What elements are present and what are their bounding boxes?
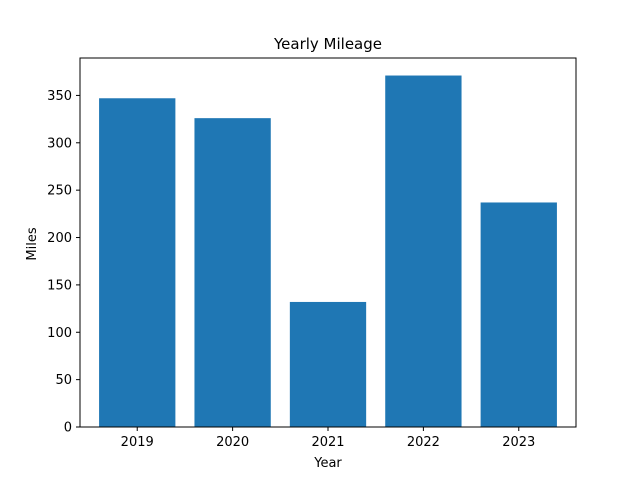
- bars-layer: [99, 75, 557, 428]
- x-axis-label: Year: [313, 456, 342, 471]
- x-tick-label-2021: 2021: [311, 435, 344, 450]
- bar-2022: [385, 75, 462, 428]
- x-tick-label-2022: 2022: [407, 435, 440, 450]
- x-tick-label-2020: 2020: [216, 435, 249, 450]
- chart-title: Yearly Mileage: [273, 35, 382, 53]
- x-tick-label-2019: 2019: [121, 435, 154, 450]
- y-tick-label-350: 350: [47, 89, 72, 104]
- y-tick-label-300: 300: [47, 136, 72, 151]
- bar-2023: [480, 202, 557, 427]
- bar-2021: [289, 301, 367, 427]
- x-axis-ticks: 2019 2020 2021 2022 2023: [121, 427, 535, 450]
- y-tick-label-50: 50: [55, 373, 72, 388]
- y-tick-label-250: 250: [47, 184, 72, 199]
- y-tick-label-150: 150: [47, 278, 72, 293]
- y-tick-label-100: 100: [47, 326, 72, 341]
- y-axis-ticks: 0 50 100 150 200 250 300 350: [47, 89, 80, 436]
- y-tick-label-200: 200: [47, 231, 72, 246]
- y-tick-label-0: 0: [64, 421, 72, 436]
- bar-2020: [194, 118, 271, 427]
- y-axis-label: Miles: [25, 227, 40, 260]
- bar-2019: [99, 98, 176, 428]
- x-tick-label-2023: 2023: [502, 435, 535, 450]
